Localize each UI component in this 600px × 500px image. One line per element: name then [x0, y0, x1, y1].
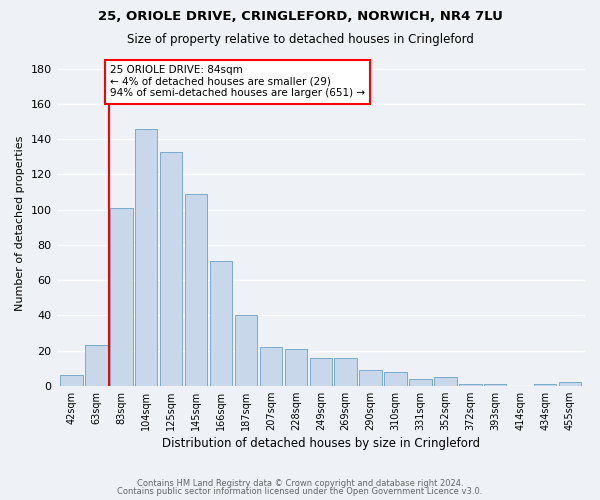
X-axis label: Distribution of detached houses by size in Cringleford: Distribution of detached houses by size … [162, 437, 480, 450]
Bar [534, 384, 556, 386]
Bar [459, 384, 482, 386]
Text: Size of property relative to detached houses in Cringleford: Size of property relative to detached ho… [127, 32, 473, 46]
Bar [260, 347, 282, 386]
Bar [160, 152, 182, 386]
Bar [334, 358, 357, 386]
Bar [284, 349, 307, 386]
Bar [185, 194, 208, 386]
Bar [385, 372, 407, 386]
Bar [135, 128, 157, 386]
Bar [559, 382, 581, 386]
Bar [85, 346, 107, 386]
Bar [484, 384, 506, 386]
Text: 25 ORIOLE DRIVE: 84sqm
← 4% of detached houses are smaller (29)
94% of semi-deta: 25 ORIOLE DRIVE: 84sqm ← 4% of detached … [110, 66, 365, 98]
Bar [409, 379, 431, 386]
Text: Contains public sector information licensed under the Open Government Licence v3: Contains public sector information licen… [118, 487, 482, 496]
Bar [310, 358, 332, 386]
Bar [110, 208, 133, 386]
Bar [210, 261, 232, 386]
Bar [235, 316, 257, 386]
Y-axis label: Number of detached properties: Number of detached properties [15, 135, 25, 310]
Text: Contains HM Land Registry data © Crown copyright and database right 2024.: Contains HM Land Registry data © Crown c… [137, 478, 463, 488]
Bar [434, 377, 457, 386]
Bar [60, 376, 83, 386]
Text: 25, ORIOLE DRIVE, CRINGLEFORD, NORWICH, NR4 7LU: 25, ORIOLE DRIVE, CRINGLEFORD, NORWICH, … [98, 10, 502, 23]
Bar [359, 370, 382, 386]
